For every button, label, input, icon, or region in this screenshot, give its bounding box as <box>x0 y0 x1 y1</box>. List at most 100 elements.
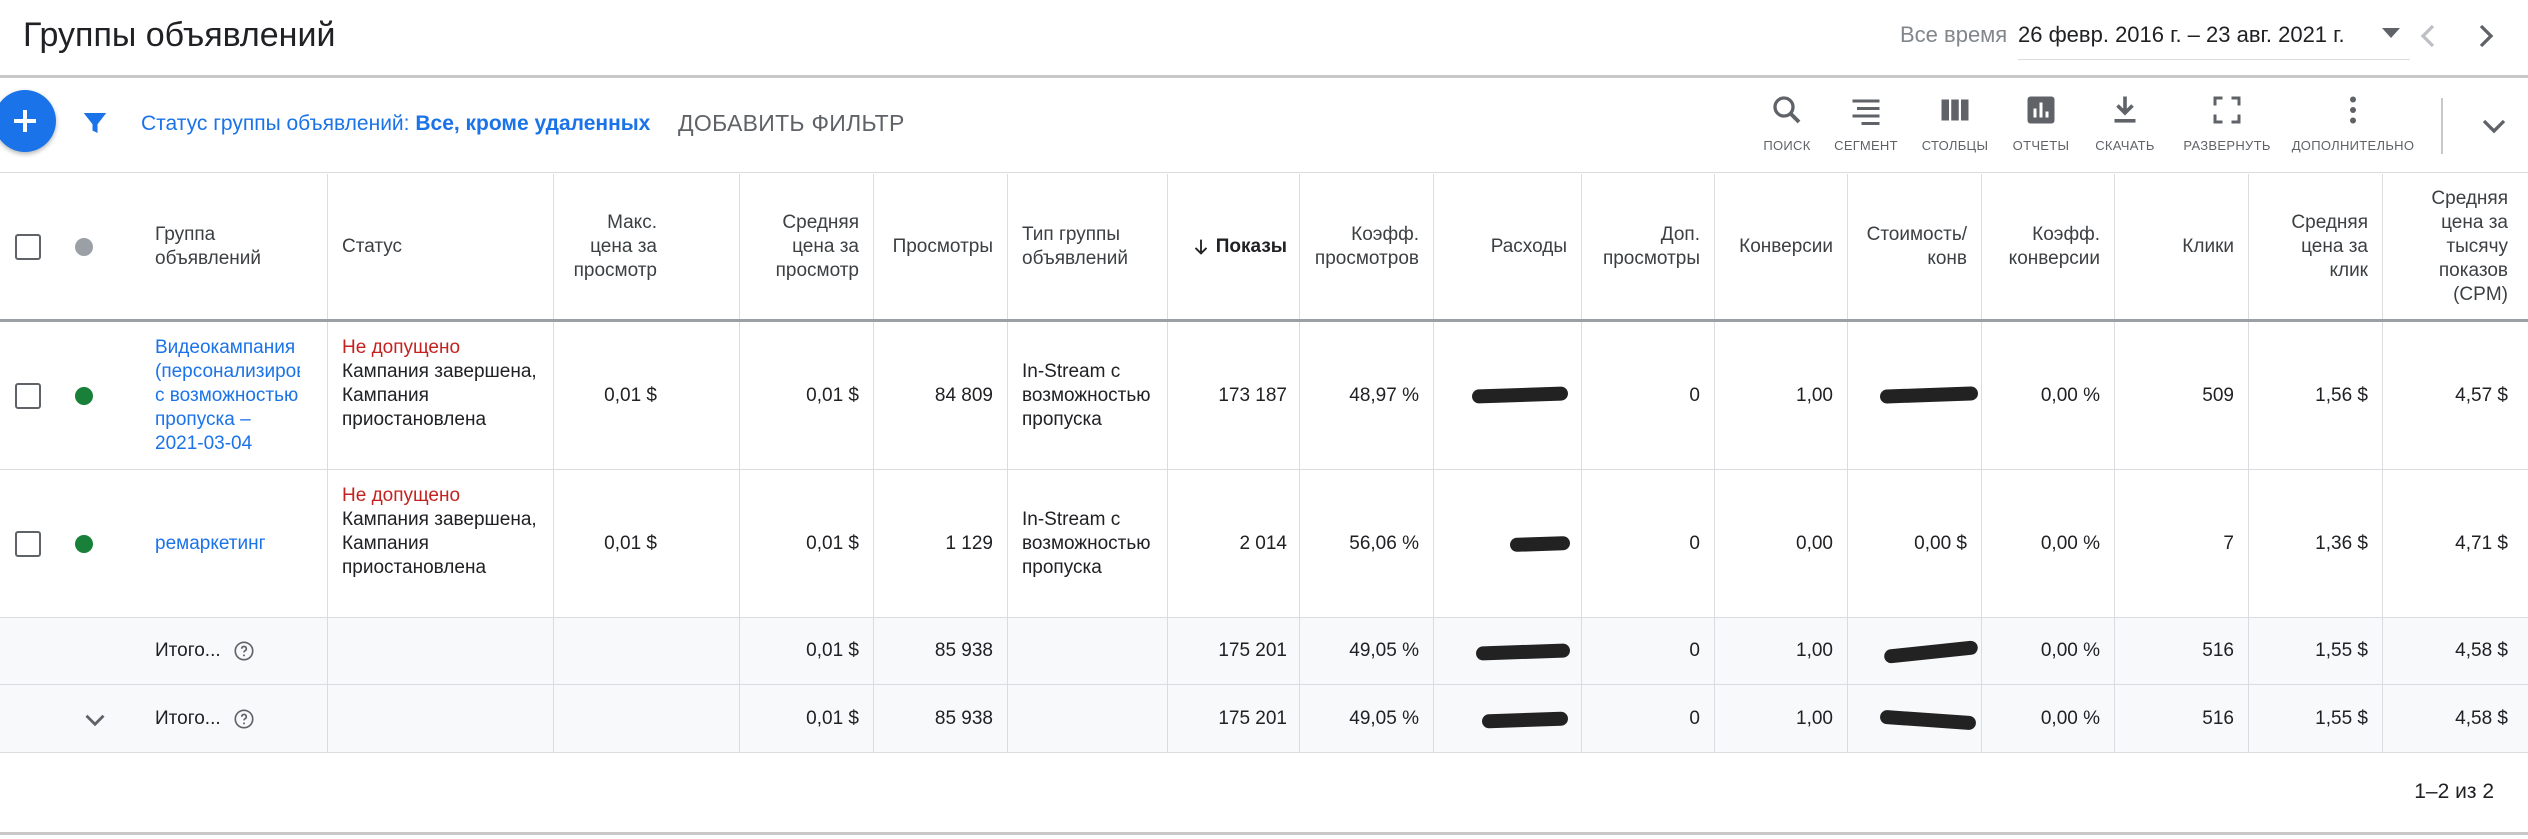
empty-cell <box>328 618 554 684</box>
help-icon[interactable] <box>233 640 255 662</box>
conv-rate-value: 0,00 % <box>1982 470 2115 617</box>
col-header-avg-cpm[interactable]: Средняя цена за тысячу показов (CPM) <box>2431 187 2508 305</box>
more-icon <box>2350 96 2356 124</box>
col-header-cost-per-conv[interactable]: Стоимость/ конв <box>1848 174 1982 319</box>
totals-row: Итого... 0,01 $ 85 938 175 201 49,05 % 0… <box>0 685 2528 753</box>
table-toolbar: Статус группы объявлений: Все, кроме уда… <box>0 78 2528 173</box>
row-checkbox[interactable] <box>15 383 41 409</box>
col-header-impressions[interactable]: Показы <box>1168 174 1300 319</box>
chevron-down-icon[interactable] <box>2474 106 2514 146</box>
ad-group-link[interactable]: ремаркетинг <box>141 470 328 617</box>
view-rate-value: 56,06 % <box>1300 470 1434 617</box>
ad-group-name[interactable]: Видеокампания (персонализированная, с во… <box>155 337 300 454</box>
col-header-group[interactable]: Группа объявлений <box>141 174 328 319</box>
tool-label: СТОЛБЦЫ <box>1921 138 1989 153</box>
ad-group-name[interactable]: ремаркетинг <box>155 532 266 554</box>
extra-views-value: 0 <box>1582 470 1715 617</box>
segment-tool-button[interactable]: СЕГМЕНТ <box>1826 92 1906 162</box>
sort-arrow-down-icon <box>1194 239 1207 255</box>
avg-cpm-value: 4,71 $ <box>2455 532 2508 554</box>
avg-cpv-value: 0,01 $ <box>740 322 874 469</box>
status-filter-chip[interactable]: Статус группы объявлений: Все, кроме уда… <box>141 112 650 136</box>
more-tool-button[interactable]: ДОПОЛНИТЕЛЬНО <box>2290 92 2416 162</box>
reports-tool-button[interactable]: ОТЧЕТЫ <box>2010 92 2072 162</box>
col-header-avg-cpc[interactable]: Средняя цена за клик <box>2249 174 2383 319</box>
col-header-conversions[interactable]: Конверсии <box>1715 174 1848 319</box>
clicks-total: 516 <box>2115 618 2249 684</box>
page-header: Группы объявлений Все время 26 февр. 201… <box>0 0 2528 78</box>
status-dot-enabled <box>75 535 93 553</box>
totals-label-cell: Итого... <box>141 685 328 752</box>
max-cpv-value[interactable]: 0,01 $ <box>554 470 740 617</box>
conv-rate-total: 0,00 % <box>1982 685 2115 752</box>
ad-group-link[interactable]: Видеокампания (персонализированная, с во… <box>141 322 328 469</box>
redaction-scribble <box>1509 535 1571 553</box>
col-header-avg-cpv[interactable]: Средняя цена за просмотр <box>740 174 874 319</box>
redaction-scribble <box>1481 711 1569 729</box>
group-type-value: In-Stream с возможностью пропуска <box>1008 470 1168 617</box>
download-icon <box>2114 96 2136 123</box>
col-header-impressions-label: Показы <box>1215 235 1287 257</box>
col-header-group-type[interactable]: Тип группы объявлений <box>1008 174 1168 319</box>
empty-cell <box>328 685 554 752</box>
expand-tool-button[interactable]: РАЗВЕРНУТЬ <box>2180 92 2274 162</box>
clicks-total: 516 <box>2115 685 2249 752</box>
avg-cpm-total: 4,58 $ <box>2455 707 2508 729</box>
max-cpv-value[interactable]: 0,01 $ <box>554 322 740 469</box>
columns-tool-button[interactable]: СТОЛБЦЫ <box>1916 92 1994 162</box>
col-header-conv-rate[interactable]: Коэфф. конверсии <box>1982 174 2115 319</box>
totals-label-cell: Итого... <box>141 618 328 684</box>
tool-label: ПОИСК <box>1763 138 1811 153</box>
group-type-value: In-Stream с возможностью пропуска <box>1008 322 1168 469</box>
toolbar-divider <box>2441 98 2443 154</box>
tool-label: ДОПОЛНИТЕЛЬНО <box>2291 138 2415 153</box>
download-tool-button[interactable]: СКАЧАТЬ <box>2092 92 2158 162</box>
avg-cpv-total: 0,01 $ <box>740 618 874 684</box>
col-header-clicks[interactable]: Клики <box>2115 174 2249 319</box>
chevron-right-icon[interactable] <box>2466 16 2506 56</box>
status-cell: Не допущено Кампания завершена, Кампания… <box>328 322 554 469</box>
col-header-max-cpv[interactable]: Макс. цена за просмотр <box>554 174 740 319</box>
add-filter-button[interactable]: ДОБАВИТЬ ФИЛЬТР <box>678 110 905 136</box>
redaction-scribble <box>1883 640 1979 664</box>
col-header-view-rate[interactable]: Коэфф. просмотров <box>1300 174 1434 319</box>
chevron-left-icon[interactable] <box>2408 16 2448 56</box>
row-checkbox[interactable] <box>15 531 41 557</box>
tool-label: ОТЧЕТЫ <box>2012 138 2070 153</box>
impressions-total: 175 201 <box>1168 618 1300 684</box>
chevron-down-icon[interactable] <box>78 703 112 737</box>
col-header-status[interactable]: Статус <box>328 174 554 319</box>
conv-rate-total: 0,00 % <box>1982 618 2115 684</box>
col-header-views[interactable]: Просмотры <box>874 174 1008 319</box>
help-icon[interactable] <box>233 708 255 730</box>
table-row: Видеокампания (персонализированная, с во… <box>0 322 2528 470</box>
status-filter-dot[interactable] <box>75 238 93 256</box>
page-title: Группы объявлений <box>23 16 336 54</box>
status-detail: Кампания завершена, Кампания приостановл… <box>342 361 537 430</box>
segment-icon <box>1852 99 1880 125</box>
table-row: ремаркетинг Не допущено Кампания заверше… <box>0 470 2528 618</box>
extra-views-value: 0 <box>1582 322 1715 469</box>
tool-label: СЕГМЕНТ <box>1834 138 1898 153</box>
filter-icon[interactable] <box>80 108 110 138</box>
filter-prefix: Статус группы объявлений: <box>141 112 416 135</box>
status-alert[interactable]: Не допущено <box>342 485 461 506</box>
col-header-extra-views[interactable]: Доп. просмотры <box>1582 174 1715 319</box>
date-range-select[interactable]: 26 февр. 2016 г. – 23 авг. 2021 г. <box>2018 14 2410 60</box>
impressions-total: 175 201 <box>1168 685 1300 752</box>
col-header-cost[interactable]: Расходы <box>1434 174 1582 319</box>
search-tool-button[interactable]: ПОИСК <box>1760 92 1814 162</box>
select-all-checkbox[interactable] <box>15 234 41 260</box>
cost-total-redacted <box>1434 618 1582 684</box>
status-alert[interactable]: Не допущено <box>342 337 461 358</box>
avg-cpm-total: 4,58 $ <box>2455 640 2508 661</box>
view-rate-total: 49,05 % <box>1300 618 1434 684</box>
cost-per-conv-redacted <box>1848 322 1982 469</box>
add-button[interactable] <box>0 90 56 152</box>
filter-value: Все, кроме удаленных <box>415 112 651 135</box>
avg-cpm-value: 4,57 $ <box>2455 384 2508 406</box>
views-total: 85 938 <box>874 685 1008 752</box>
view-rate-value: 48,97 % <box>1300 322 1434 469</box>
empty-cell <box>554 618 740 684</box>
status-cell: Не допущено Кампания завершена, Кампания… <box>328 470 554 617</box>
